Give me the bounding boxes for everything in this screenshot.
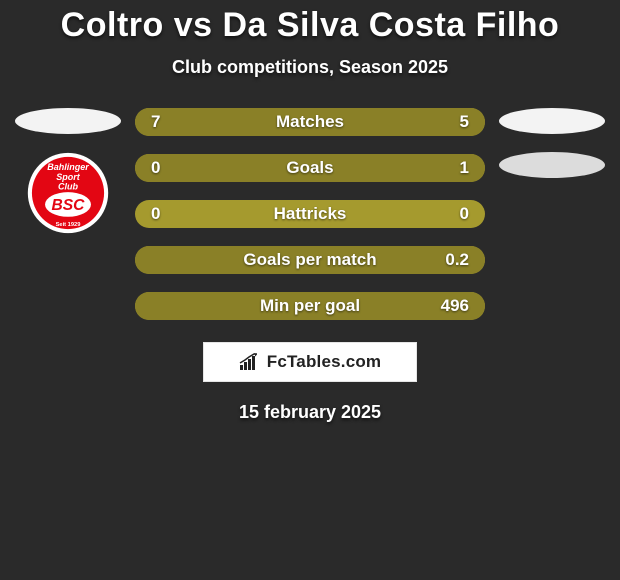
- stat-value-right: 5: [429, 112, 469, 132]
- page-subtitle: Club competitions, Season 2025: [0, 57, 620, 78]
- logo-text-mid: Sport: [56, 172, 81, 182]
- stats-bars: 7 Matches 5 0 Goals 1 0 Hattricks 0: [135, 108, 485, 320]
- logo-text-top: Bahlinger: [47, 162, 89, 172]
- club-logo-bahlinger: Bahlinger Sport Club BSC Seit 1929: [27, 152, 109, 234]
- player-oval-right-2: [499, 152, 605, 178]
- stat-row-matches: 7 Matches 5: [135, 108, 485, 136]
- attribution-box: FcTables.com: [203, 342, 417, 382]
- player-oval-right-1: [499, 108, 605, 134]
- chart-growth-icon: [239, 353, 261, 371]
- stat-row-hattricks: 0 Hattricks 0: [135, 200, 485, 228]
- right-player-column: [497, 108, 607, 178]
- left-player-column: Bahlinger Sport Club BSC Seit 1929: [13, 108, 123, 234]
- stat-value-right: 1: [429, 158, 469, 178]
- logo-badge-text: BSC: [52, 197, 86, 214]
- stat-value-right: 496: [429, 296, 469, 316]
- stat-value-right: 0.2: [429, 250, 469, 270]
- page-title: Coltro vs Da Silva Costa Filho: [0, 6, 620, 45]
- stat-value-right: 0: [429, 204, 469, 224]
- stat-row-goals-per-match: Goals per match 0.2: [135, 246, 485, 274]
- stat-row-goals: 0 Goals 1: [135, 154, 485, 182]
- content-row: Bahlinger Sport Club BSC Seit 1929 7 Mat…: [0, 108, 620, 320]
- page-date: 15 february 2025: [0, 402, 620, 423]
- logo-text-bottom: Club: [58, 182, 78, 192]
- attribution-text: FcTables.com: [267, 352, 382, 372]
- stat-row-min-per-goal: Min per goal 496: [135, 292, 485, 320]
- player-oval-left: [15, 108, 121, 134]
- comparison-infographic: Coltro vs Da Silva Costa Filho Club comp…: [0, 0, 620, 423]
- logo-founded-text: Seit 1929: [56, 222, 81, 228]
